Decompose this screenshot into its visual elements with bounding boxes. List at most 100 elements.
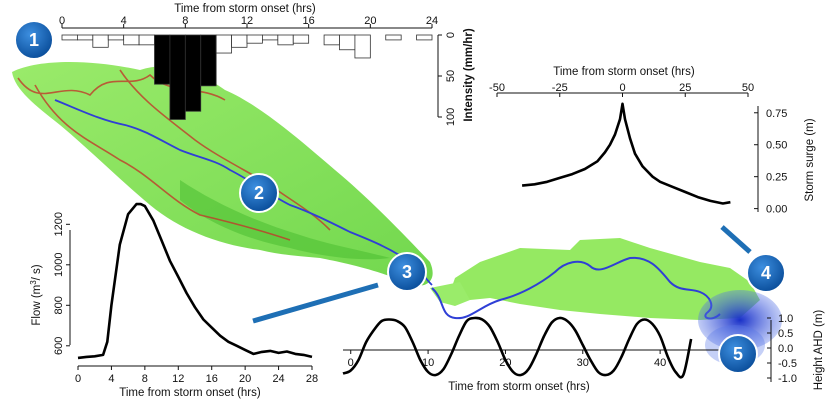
flow-y-tick-label: 1000 [53,253,65,277]
surge-x-ticks: -50 -25 0 25 50 [489,82,754,97]
flow-x-tick-label: 4 [108,373,114,385]
rainfall-x-tick-label: 12 [241,15,253,27]
rainfall-y-tick-label: 100 [445,108,457,126]
flow-chart: 600 800 1000 1200 0 4 8 12 16 20 24 28 Time from s… [29,202,318,399]
estuary-mouth [698,290,782,350]
rainfall-chart: Time from storm onset (hrs) 0 4 8 12 16 20 24 … [59,3,475,126]
surge-x-tick-label: 0 [619,82,625,94]
badge-5: 5 [718,334,758,374]
flow-y-tick-label: 1200 [53,212,65,236]
rainfall-xlabel: Time from storm onset (hrs) [174,3,316,15]
rainfall-x-tick-label: 20 [364,15,376,27]
surge-x-tick-label: -50 [489,82,505,94]
connector-line-4 [720,225,752,254]
flow-xlabel: Time from storm onset (hrs) [119,387,261,399]
rainfall-x-tick-label: 24 [426,15,438,27]
tide-xlabel: Time from storm onset (hrs) [448,381,590,393]
badge-5-label: 5 [733,344,743,364]
surge-y-tick-label: 0.75 [766,108,787,120]
estuary-map [430,238,782,365]
rainfall-bar [323,34,340,46]
flow-x-tick-label: 24 [272,373,284,385]
rainfall-bar [246,34,263,44]
rainfall-bar [169,34,186,120]
surge-xlabel: Time from storm onset (hrs) [553,66,695,78]
rainfall-bar [92,34,109,48]
rainfall-bar [138,34,155,46]
rainfall-bar [123,34,140,46]
tide-y-tick-label: 0.0 [778,343,793,355]
rainfall-bar [277,34,294,46]
tide-x-ticks: 0 10 20 30 40 [348,350,666,369]
flow-y-tick-label: 600 [53,337,65,355]
flow-x-ticks: 0 4 8 12 16 20 24 28 [75,366,318,385]
rainfall-ylabel: Intensity (mm/hr) [463,28,475,121]
tide-ylabel: Height AHD (m) [813,310,825,391]
badge-1: 1 [14,20,54,60]
catchment-area [12,62,433,286]
tide-chart: 0 10 20 30 40 Time from storm onset (hrs) 1.… [342,310,825,393]
tide-y-tick-label: 1.0 [778,313,793,325]
surge-x-tick-label: 50 [742,82,754,94]
rainfall-bar [292,34,310,44]
badge-4: 4 [746,253,786,293]
rainfall-bar [107,34,125,41]
rainfall-x-tick-label: 8 [182,15,188,27]
surge-x-tick-label: 25 [679,82,691,94]
catchment-map [12,62,433,286]
rainfall-bars [61,34,433,120]
tide-x-tick-label: 40 [654,357,666,369]
flow-ylabel-sup: 3 [29,280,38,285]
rainfall-x-tick-label: 0 [59,15,65,27]
tide-y-tick-label: -1.0 [778,373,797,385]
rainfall-y-ticks: 0 50 100 [438,32,457,126]
surge-y-tick-label: 0.50 [766,140,787,152]
surge-x-tick-label: -25 [552,82,568,94]
rainfall-x-ticks: 0 4 8 12 16 20 24 [59,15,438,28]
rainfall-bar [184,34,202,112]
tide-x-tick-label: 30 [577,357,589,369]
flow-ylabel: Flow (m3/ s) [29,264,43,325]
badge-2-label: 2 [254,183,264,203]
rainfall-bar [215,34,232,54]
flow-x-tick-label: 12 [172,373,184,385]
rainfall-y-tick-label: 0 [445,32,457,38]
badge-2: 2 [239,173,279,213]
rainfall-bar [339,34,356,51]
rainfall-bar [262,34,279,41]
flow-x-tick-label: 16 [206,373,218,385]
rainfall-bar [231,34,248,48]
rainfall-y-tick-label: 50 [445,70,457,82]
surge-y-tick-label: 0.25 [766,172,787,184]
rainfall-bar [77,34,94,41]
tide-y-tick-label: 0.5 [778,328,793,340]
rainfall-x-tick-label: 4 [121,15,127,27]
rainfall-bar [61,34,78,41]
rainfall-bar [385,34,402,41]
storm-surge-chart: Time from storm onset (hrs) -50 -25 0 25 50 … [489,66,816,216]
floodplain-area [450,238,760,320]
surge-y-tick-label: 0.00 [766,204,787,216]
flow-series-line [77,202,313,360]
flow-y-ticks: 600 800 1000 1200 [53,212,70,355]
rainfall-bar [354,34,371,59]
rainfall-bar [200,34,217,87]
surge-ylabel: Storm surge (m) [804,118,816,201]
surge-y-ticks: 0.00 0.25 0.50 0.75 [754,108,787,216]
flow-x-tick-label: 20 [239,373,251,385]
rainfall-x-tick-label: 16 [303,15,315,27]
flow-x-tick-label: 0 [75,373,81,385]
tide-x-tick-label: 0 [348,357,354,369]
rainfall-bar [154,34,171,85]
badge-1-label: 1 [29,30,39,50]
tide-y-ticks: 1.0 0.5 0.0 -0.5 -1.0 [767,313,797,385]
surge-series-line [521,102,731,205]
flow-x-tick-label: 8 [142,373,148,385]
badge-4-label: 4 [761,263,771,283]
tide-y-tick-label: -0.5 [778,358,797,370]
flow-ylabel-b: / s) [31,264,43,280]
tide-series-line [342,316,693,379]
flow-x-tick-label: 28 [306,373,318,385]
flow-ylabel-a: Flow (m [31,285,43,326]
